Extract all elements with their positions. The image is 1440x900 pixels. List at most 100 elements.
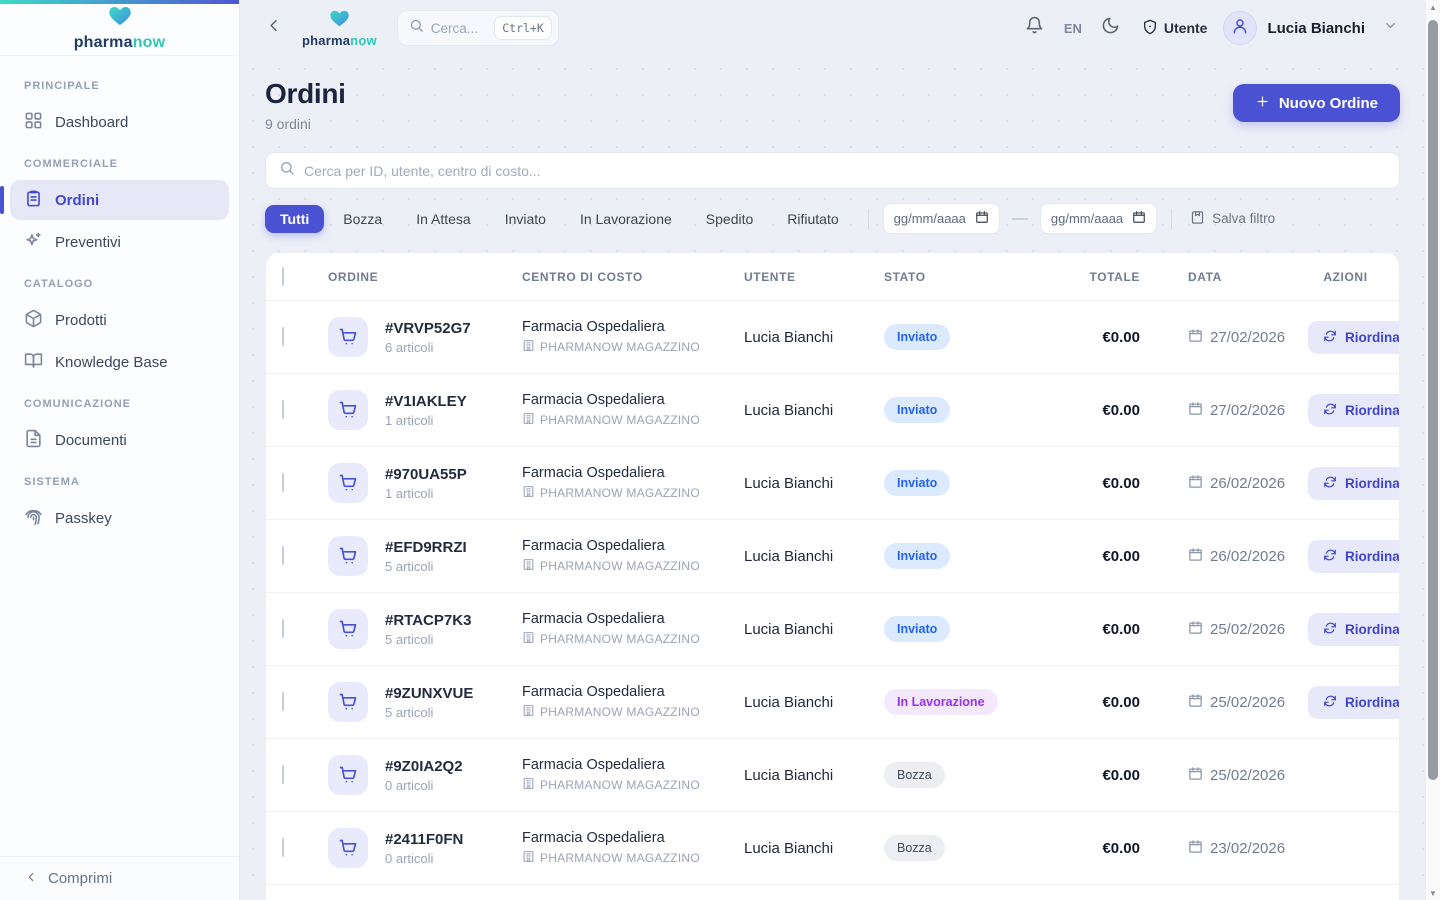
back-button[interactable] <box>258 13 288 43</box>
table-row[interactable]: #EFD9RRZI 5 articoli Farmacia Ospedalier… <box>266 520 1399 593</box>
table-row[interactable]: #2411F0FN 0 articoli Farmacia Ospedalier… <box>266 812 1399 885</box>
filter-rifiutato[interactable]: Rifiutato <box>787 210 839 227</box>
order-id[interactable]: #V1IAKLEY <box>385 392 467 410</box>
reorder-button[interactable]: Riordina <box>1308 466 1399 500</box>
dark-mode-toggle[interactable] <box>1096 13 1126 43</box>
calendar-icon <box>1188 766 1203 785</box>
sidebar-item-ordini[interactable]: Ordini <box>0 180 229 220</box>
page-title: Ordini <box>265 78 346 109</box>
filter-inviato[interactable]: Inviato <box>504 210 546 227</box>
cost-center-name: Farmacia Ospedaliera <box>522 465 665 481</box>
order-total: €0.00 <box>1102 547 1140 565</box>
order-date-cell: 26/02/2026 <box>1142 547 1308 566</box>
filter-spedito[interactable]: Spedito <box>705 210 754 227</box>
order-date: 27/02/2026 <box>1210 328 1286 346</box>
order-id[interactable]: #970UA55P <box>385 465 467 483</box>
order-id[interactable]: #EFD9RRZI <box>385 538 467 556</box>
sidebar-item-knowledge-base[interactable]: Knowledge Base <box>10 342 229 382</box>
sidebar-item-dashboard[interactable]: Dashboard <box>10 102 229 142</box>
row-checkbox[interactable] <box>282 838 284 857</box>
sidebar-item-passkey[interactable]: Passkey <box>10 498 229 538</box>
filter-tutti[interactable]: Tutti <box>265 204 325 233</box>
fingerprint-icon <box>24 507 43 530</box>
date-from-placeholder: gg/mm/aaaa <box>893 211 966 226</box>
table-row[interactable]: #VRVP52G7 6 articoli Farmacia Ospedalier… <box>266 301 1399 374</box>
order-user: Lucia Bianchi <box>744 328 834 346</box>
filter-in-attesa[interactable]: In Attesa <box>416 210 471 227</box>
topbar-actions: EN Utente Lucia Bianchi <box>1020 11 1405 45</box>
language-selector[interactable]: EN <box>1063 20 1082 36</box>
order-user: Lucia Bianchi <box>744 839 834 857</box>
shield-icon <box>1142 19 1158 38</box>
date-to-input[interactable]: gg/mm/aaaa <box>1039 203 1158 234</box>
save-filter-button[interactable]: Salva filtro <box>1186 210 1279 228</box>
heart-logo-icon <box>329 9 350 33</box>
order-user: Lucia Bianchi <box>744 620 834 638</box>
order-id[interactable]: #RTACP7K3 <box>385 611 472 629</box>
cost-center-cell: Farmacia Ospedaliera PHARMANOW MAGAZZINO <box>522 319 744 355</box>
global-search-input[interactable]: Cerca... Ctrl+K <box>396 10 559 46</box>
search-shortcut-badge: Ctrl+K <box>494 16 552 40</box>
row-checkbox[interactable] <box>282 400 284 419</box>
user-avatar[interactable] <box>1223 11 1258 45</box>
reorder-button[interactable]: Riordina <box>1308 393 1399 427</box>
user-menu-button[interactable] <box>1375 13 1405 43</box>
order-id[interactable]: #VRVP52G7 <box>385 319 471 337</box>
table-row[interactable]: #9ZUNXVUE 5 articoli Farmacia Ospedalier… <box>266 666 1399 739</box>
order-total: €0.00 <box>1102 401 1140 419</box>
row-checkbox[interactable] <box>282 692 284 711</box>
table-row[interactable]: #V1IAKLEY 1 articoli Farmacia Ospedalier… <box>266 374 1399 447</box>
scrollbar-thumb[interactable] <box>1428 20 1438 780</box>
filter-divider <box>867 208 869 229</box>
orders-search-input[interactable]: Cerca per ID, utente, centro di costo... <box>265 152 1400 189</box>
warehouse-name: PHARMANOW MAGAZZINO <box>540 559 700 573</box>
order-items-count: 0 articoli <box>385 850 434 866</box>
sidebar-item-documenti[interactable]: Documenti <box>10 420 229 460</box>
collapse-sidebar-button[interactable]: Comprimi <box>0 856 239 900</box>
building-icon <box>522 558 535 574</box>
sidebar-logo[interactable]: pharmanow <box>0 4 239 56</box>
order-id[interactable]: #2411F0FN <box>385 830 464 848</box>
cart-icon <box>328 609 368 649</box>
order-id[interactable]: #9Z0IA2Q2 <box>385 757 463 775</box>
date-from-input[interactable]: gg/mm/aaaa <box>882 203 1000 234</box>
filter-bozza[interactable]: Bozza <box>343 210 383 227</box>
row-checkbox[interactable] <box>282 765 284 784</box>
reorder-button[interactable]: Riordina <box>1308 320 1399 354</box>
order-date: 23/02/2026 <box>1210 839 1286 857</box>
table-row[interactable]: #970UA55P 1 articoli Farmacia Ospedalier… <box>266 447 1399 520</box>
order-date-cell: 25/02/2026 <box>1142 620 1308 639</box>
order-total: €0.00 <box>1102 839 1140 857</box>
building-icon <box>522 850 535 866</box>
grid-icon <box>24 111 43 134</box>
sidebar-gradient-bar <box>0 0 239 4</box>
role-badge[interactable]: Utente <box>1136 19 1214 38</box>
sidebar-item-preventivi[interactable]: Preventivi <box>10 222 229 262</box>
calendar-icon <box>1188 401 1203 420</box>
orders-page: Ordini 9 ordini Nuovo Ordine Cerca per I… <box>240 56 1425 900</box>
reorder-button[interactable]: Riordina <box>1308 612 1399 646</box>
section-label-sistema: SISTEMA <box>24 476 80 488</box>
reorder-button[interactable]: Riordina <box>1308 685 1399 719</box>
reorder-button[interactable]: Riordina <box>1308 539 1399 573</box>
scrollbar-track[interactable] <box>1426 14 1440 886</box>
filter-in-lavorazione[interactable]: In Lavorazione <box>579 210 672 227</box>
section-label-commerciale: COMMERCIALE <box>24 158 118 170</box>
table-row[interactable]: #9Z0IA2Q2 0 articoli Farmacia Ospedalier… <box>266 739 1399 812</box>
table-row[interactable]: #RTACP7K3 5 articoli Farmacia Ospedalier… <box>266 593 1399 666</box>
row-checkbox[interactable] <box>282 473 284 492</box>
topbar-logo[interactable]: pharmanow <box>302 9 377 48</box>
new-order-button[interactable]: Nuovo Ordine <box>1232 84 1400 122</box>
row-checkbox[interactable] <box>282 619 284 638</box>
book-icon <box>24 351 43 374</box>
vertical-scrollbar[interactable]: ▲ ▼ <box>1425 0 1440 900</box>
scroll-down-arrow[interactable]: ▼ <box>1429 888 1437 898</box>
order-id[interactable]: #9ZUNXVUE <box>385 684 474 702</box>
row-checkbox[interactable] <box>282 546 284 565</box>
order-date-cell: 27/02/2026 <box>1142 401 1308 420</box>
row-checkbox[interactable] <box>282 327 284 346</box>
scroll-up-arrow[interactable]: ▲ <box>1429 2 1437 12</box>
select-all-checkbox[interactable] <box>282 266 284 286</box>
notifications-button[interactable] <box>1020 13 1050 43</box>
sidebar-item-prodotti[interactable]: Prodotti <box>10 300 229 340</box>
